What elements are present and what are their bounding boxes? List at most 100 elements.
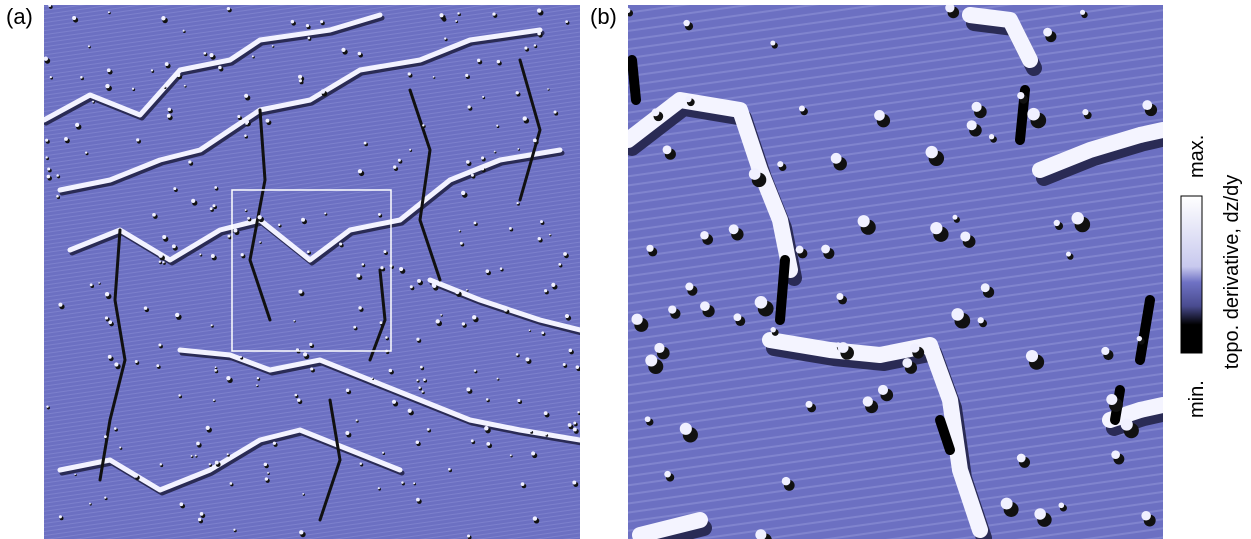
dot xyxy=(551,282,556,287)
dot xyxy=(440,313,442,316)
dot xyxy=(781,476,791,486)
dot xyxy=(508,226,512,230)
zoom-box xyxy=(231,189,392,352)
dot xyxy=(1141,510,1151,521)
dot xyxy=(1000,497,1013,510)
dot xyxy=(455,289,460,295)
dot xyxy=(178,394,181,397)
colorbar-title: topo. derivative, dz/dy xyxy=(1221,175,1243,370)
dot xyxy=(422,124,425,127)
dot xyxy=(194,454,197,457)
dot xyxy=(84,151,88,154)
dot xyxy=(379,321,383,325)
dot xyxy=(733,313,742,322)
dot xyxy=(218,65,222,70)
dot xyxy=(407,72,411,76)
dot xyxy=(407,408,412,413)
dot xyxy=(777,161,784,168)
dot xyxy=(439,13,444,18)
dot xyxy=(1111,450,1120,460)
dot xyxy=(356,273,361,278)
dot xyxy=(345,431,350,436)
dot xyxy=(290,19,295,24)
dot xyxy=(1120,418,1133,431)
image-background xyxy=(44,5,580,539)
dot xyxy=(345,388,350,393)
dot xyxy=(156,364,160,368)
dot xyxy=(971,101,982,112)
dot xyxy=(977,317,984,324)
dot xyxy=(357,51,362,56)
dot xyxy=(664,470,671,478)
dot xyxy=(58,302,63,307)
dot xyxy=(553,110,557,114)
dot xyxy=(473,221,477,225)
dot xyxy=(320,89,326,94)
dot xyxy=(158,343,162,347)
dot xyxy=(399,266,404,272)
dot xyxy=(426,427,430,431)
dot xyxy=(158,253,163,258)
dot xyxy=(158,260,161,263)
dot xyxy=(244,93,249,98)
dot xyxy=(247,216,250,220)
dot xyxy=(572,427,577,432)
dot xyxy=(305,24,310,28)
dot xyxy=(214,460,219,465)
dot xyxy=(113,427,117,430)
dot xyxy=(952,214,958,220)
dot xyxy=(244,134,247,137)
dot xyxy=(75,122,80,127)
dot xyxy=(397,158,401,162)
dot xyxy=(558,263,562,266)
dot xyxy=(432,283,437,289)
dot xyxy=(358,306,362,310)
dot xyxy=(683,19,690,27)
dot xyxy=(306,250,310,254)
dot xyxy=(461,322,466,326)
dot xyxy=(805,400,813,408)
dot xyxy=(988,134,995,140)
dot xyxy=(484,426,489,431)
dot xyxy=(104,316,109,320)
dot xyxy=(565,20,569,24)
dot xyxy=(163,86,166,88)
dot xyxy=(339,242,343,246)
dot xyxy=(1025,349,1039,363)
dot xyxy=(524,46,528,50)
dot xyxy=(700,230,709,240)
dot xyxy=(645,354,658,367)
dot xyxy=(980,283,990,293)
dot xyxy=(465,73,469,78)
dot xyxy=(1142,100,1153,111)
dot xyxy=(755,529,767,539)
dot xyxy=(492,12,496,16)
dot xyxy=(909,343,920,353)
dot xyxy=(89,502,91,505)
colorbar xyxy=(1180,195,1203,354)
dot xyxy=(568,348,573,353)
dot xyxy=(544,433,548,436)
dot xyxy=(271,45,274,47)
dot xyxy=(1079,9,1086,15)
dot xyxy=(104,496,107,499)
image-background xyxy=(628,5,1163,539)
dot xyxy=(108,320,113,325)
dot xyxy=(413,482,416,485)
dot xyxy=(307,36,311,40)
dot xyxy=(837,342,849,353)
dot xyxy=(857,215,870,228)
dot xyxy=(72,16,77,21)
dot xyxy=(1136,335,1143,342)
dot xyxy=(572,480,577,485)
dot xyxy=(416,497,420,502)
dot xyxy=(257,215,262,220)
dot xyxy=(119,446,122,449)
dot xyxy=(294,393,298,397)
dot xyxy=(103,435,107,439)
dot xyxy=(466,387,471,392)
dot xyxy=(419,365,423,369)
dot xyxy=(465,160,470,164)
dot xyxy=(233,528,236,531)
